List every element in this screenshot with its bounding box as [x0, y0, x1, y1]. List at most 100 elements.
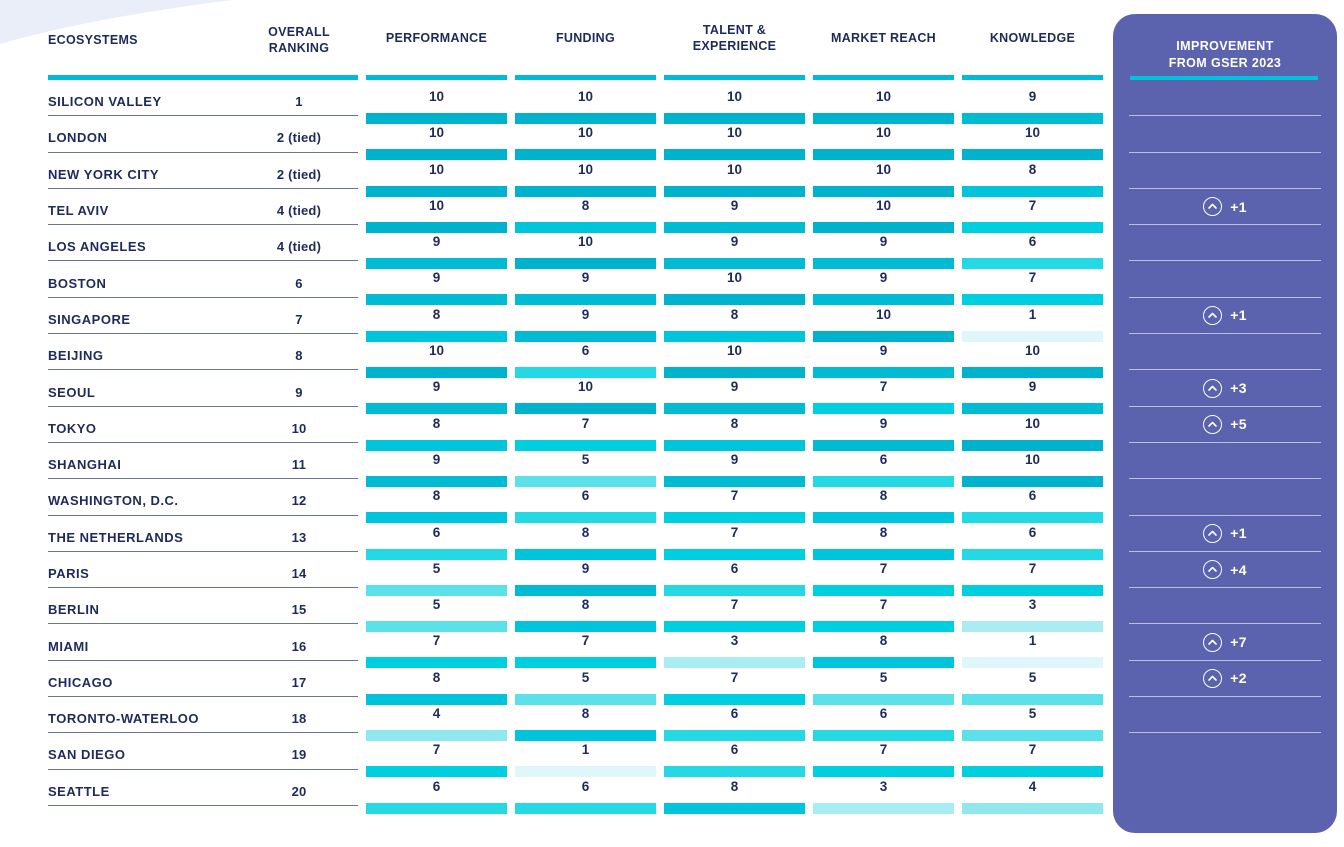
score-value: 6: [879, 706, 888, 722]
score-value: 5: [879, 669, 888, 685]
score-value: 10: [875, 161, 892, 177]
score-heat-bar: [664, 330, 805, 342]
score-value: 10: [726, 270, 743, 286]
score-heat-bar: [813, 730, 954, 742]
improvement-value: +7: [1230, 634, 1247, 651]
score-heat-bar: [813, 330, 954, 342]
score-cell: 10: [515, 225, 656, 270]
score-value: 7: [879, 560, 888, 576]
score-value: 9: [432, 379, 441, 395]
overall-ranking-cell: 12: [240, 479, 358, 516]
score-value: 3: [730, 633, 739, 649]
score-heat-bar: [664, 621, 805, 633]
column-spacer: [805, 334, 813, 370]
column-spacer: [656, 153, 664, 189]
panel-row: +7: [1129, 624, 1321, 661]
column-spacer: [358, 407, 366, 443]
score-heat-bar: [515, 330, 656, 342]
improvement-value: +2: [1230, 670, 1247, 687]
score-value: 10: [428, 89, 445, 104]
score-heat-bar: [962, 693, 1103, 705]
score-cell: 8: [664, 298, 805, 342]
column-spacer: [805, 225, 813, 261]
improvement-value: +1: [1230, 307, 1247, 324]
column-spacer: [507, 770, 515, 806]
score-value: 10: [1024, 451, 1041, 467]
score-heat-bar: [962, 548, 1103, 560]
score-heat-bar: [366, 693, 507, 705]
table-row: WASHINGTON, D.C. 12 8 6 7 8 6: [48, 479, 1103, 524]
improvement-panel-underline: [1130, 76, 1318, 80]
overall-ranking-cell: 14: [240, 552, 358, 589]
score-value: 5: [432, 560, 441, 576]
column-spacer: [358, 225, 366, 261]
ecosystem-cell: TOKYO: [48, 407, 240, 443]
column-spacer: [954, 334, 962, 370]
column-spacer: [507, 697, 515, 733]
score-value: 5: [1028, 706, 1037, 722]
score-value: 8: [879, 524, 888, 540]
score-cell: 10: [366, 153, 507, 197]
panel-row: [1129, 443, 1321, 480]
column-spacer: [507, 733, 515, 769]
score-cell: 8: [366, 407, 507, 451]
overall-ranking-cell: 6: [240, 261, 358, 298]
score-value: 10: [726, 343, 743, 359]
score-heat-bar: [962, 185, 1103, 197]
overall-ranking-cell: 9: [240, 370, 358, 407]
overall-ranking-cell: 10: [240, 407, 358, 443]
score-value: 8: [581, 706, 590, 722]
chevron-up-circle-icon: [1203, 632, 1223, 652]
chevron-up-circle-icon: [1203, 523, 1223, 543]
score-heat-bar: [813, 258, 954, 270]
score-cell: 9: [366, 443, 507, 487]
score-heat-bar: [515, 693, 656, 705]
score-value: 9: [730, 234, 739, 250]
column-spacer: [805, 189, 813, 225]
ecosystem-cell: THE NETHERLANDS: [48, 516, 240, 552]
score-cell: 7: [962, 189, 1103, 233]
score-heat-bar: [366, 730, 507, 742]
table-row: SEOUL 9 9 10 9 7 9: [48, 370, 1103, 415]
score-heat-bar: [664, 221, 805, 233]
column-header-talent-experience: TALENT & EXPERIENCE: [692, 22, 777, 53]
column-spacer: [954, 733, 962, 769]
column-header-overall-ranking: OVERALL RANKING: [268, 25, 330, 55]
column-spacer: [656, 661, 664, 697]
ecosystem-cell: CHICAGO: [48, 661, 240, 698]
score-cell: 5: [962, 661, 1103, 705]
score-value: 3: [879, 778, 888, 794]
overall-ranking-cell: 4 (tied): [240, 189, 358, 226]
score-cell: 8: [962, 153, 1103, 197]
score-value: 8: [432, 306, 441, 322]
score-heat-bar: [664, 802, 805, 814]
score-value: 8: [432, 488, 441, 504]
score-value: 8: [879, 488, 888, 504]
column-spacer: [358, 479, 366, 515]
corner-decoration: [0, 0, 232, 44]
table-row: BEIJING 8 10 6 10 9 10: [48, 334, 1103, 379]
column-spacer: [954, 261, 962, 297]
ecosystem-cell: PARIS: [48, 552, 240, 589]
column-spacer: [805, 516, 813, 552]
column-spacer: [656, 298, 664, 334]
table-row: BERLIN 15 5 8 7 7 3: [48, 588, 1103, 633]
column-spacer: [656, 261, 664, 297]
table-row: SEATTLE 20 6 6 8 3 4: [48, 770, 1103, 814]
score-heat-bar: [813, 149, 954, 161]
score-cell: 4: [962, 770, 1103, 814]
score-cell: 8: [515, 516, 656, 560]
score-cell: 10: [366, 334, 507, 379]
column-spacer: [954, 479, 962, 515]
score-heat-bar: [813, 439, 954, 451]
ecosystem-cell: LOS ANGELES: [48, 225, 240, 262]
score-heat-bar: [813, 584, 954, 596]
table-row: NEW YORK CITY 2 (tied) 10 10 10 10 8: [48, 153, 1103, 197]
score-cell: 10: [366, 116, 507, 161]
score-value: 6: [1028, 234, 1037, 250]
score-cell: 8: [664, 770, 805, 814]
score-value: 10: [726, 125, 743, 141]
score-value: 8: [730, 778, 739, 794]
score-value: 8: [730, 306, 739, 322]
score-cell: 6: [962, 479, 1103, 524]
